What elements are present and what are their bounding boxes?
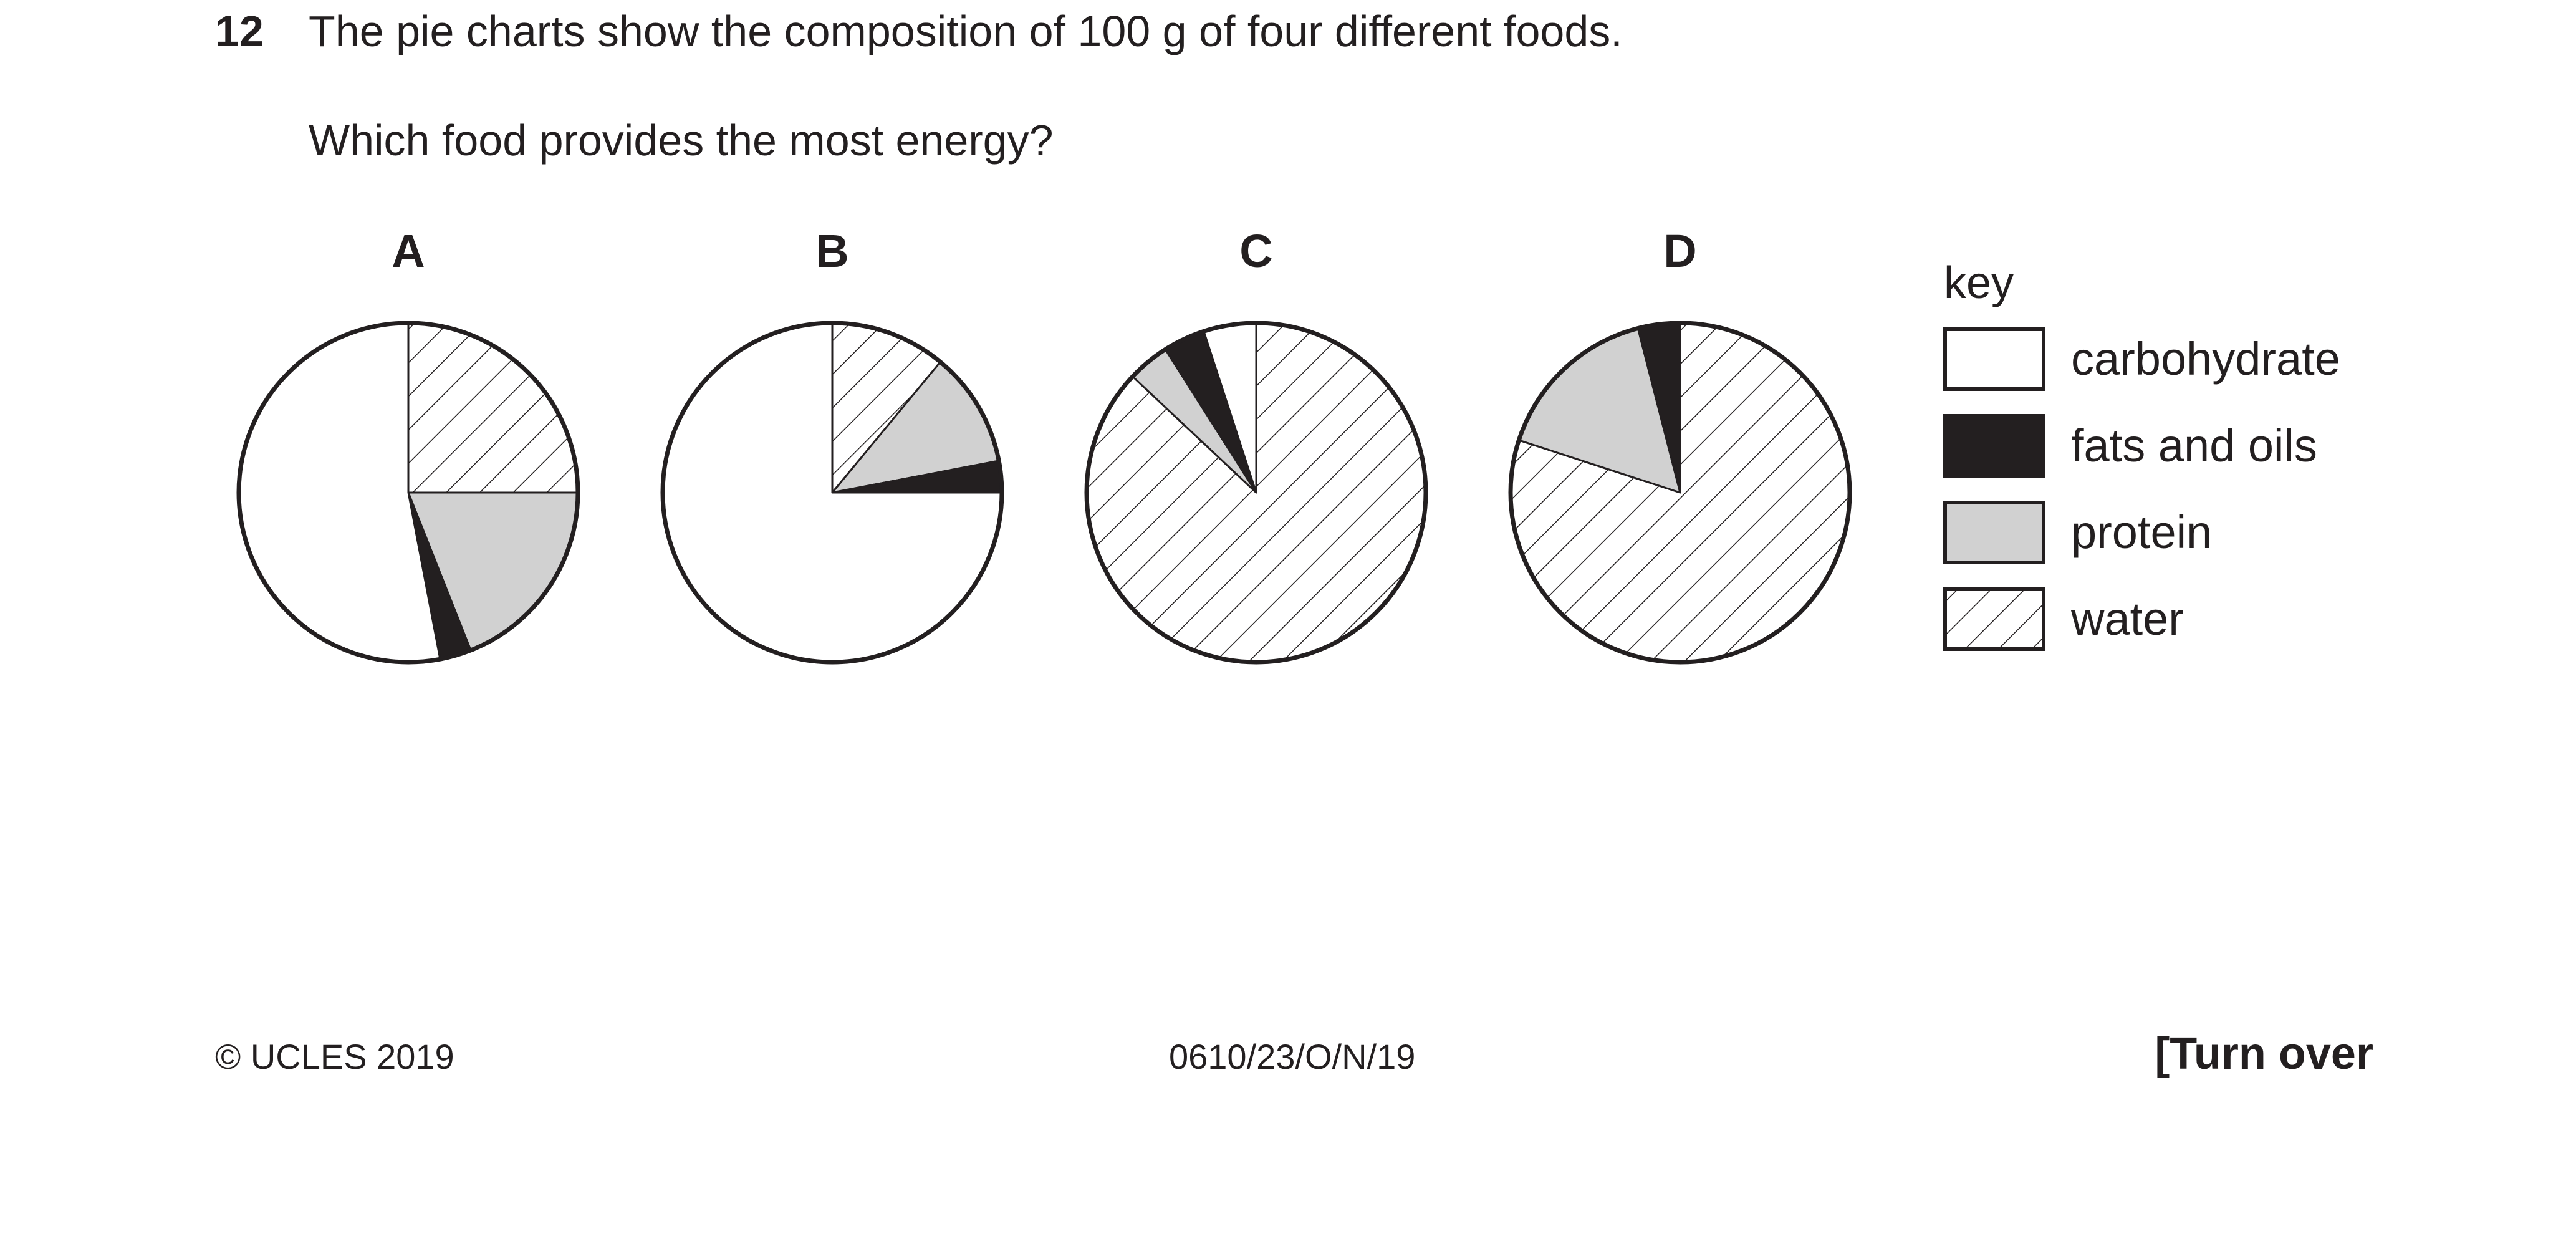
question-number: 12 xyxy=(215,7,264,55)
pie-label-b: B xyxy=(815,225,848,277)
pie-label-a: A xyxy=(392,225,425,277)
pie-slice-a-water xyxy=(407,322,579,494)
pie-outline-a xyxy=(236,321,580,665)
pie-outline-b xyxy=(660,321,1004,665)
pie-outline-c xyxy=(1084,321,1428,665)
key-swatch-fats-and-oils xyxy=(1943,414,2045,478)
key-title: key xyxy=(1944,258,2014,308)
pie-chart-b: B xyxy=(660,225,1004,665)
pie-outline-d xyxy=(1508,321,1852,665)
question-text: The pie charts show the composition of 1… xyxy=(309,7,1623,55)
copyright-text: © UCLES 2019 xyxy=(215,1037,454,1076)
key-swatch-water xyxy=(1943,587,2045,651)
key-label-water: water xyxy=(2070,593,2184,645)
key-swatch-carbohydrate xyxy=(1943,327,2045,391)
turn-over-text: [Turn over xyxy=(2155,1029,2373,1079)
pie-chart-a: A xyxy=(236,225,580,665)
pie-chart-d: D xyxy=(1508,225,1852,665)
key-label-fats-and-oils: fats and oils xyxy=(2071,420,2317,471)
paper-code: 0610/23/O/N/19 xyxy=(1169,1037,1416,1076)
pie-label-c: C xyxy=(1239,225,1272,277)
key-label-carbohydrate: carbohydrate xyxy=(2071,333,2340,385)
key-label-protein: protein xyxy=(2071,506,2212,558)
pie-charts-figure: A B C D key carbohydrate fats and oils protein… xyxy=(236,225,2340,665)
pie-label-d: D xyxy=(1663,225,1696,277)
key-swatch-protein xyxy=(1943,501,2045,564)
question-prompt: Which food provides the most energy? xyxy=(309,116,1054,165)
pie-chart-c: C xyxy=(1084,225,1428,665)
